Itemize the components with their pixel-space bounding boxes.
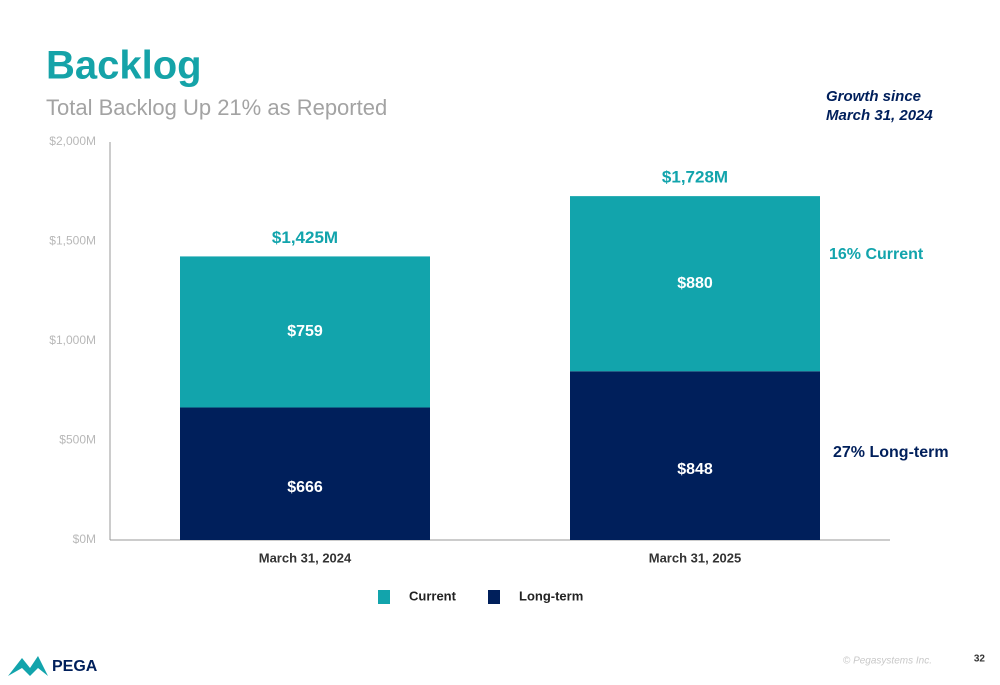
- slide-subtitle: Total Backlog Up 21% as Reported: [46, 95, 387, 120]
- growth-heading: Growth since: [826, 88, 921, 105]
- bar-segment: [570, 371, 820, 540]
- bar-segment: [180, 256, 430, 408]
- y-tick-label: $500M: [59, 433, 96, 447]
- y-tick-label: $1,000M: [49, 333, 96, 347]
- total-label: $1,425M: [272, 228, 338, 247]
- longterm-growth: 27% Long-term: [833, 444, 949, 461]
- logo-mark: [8, 656, 48, 676]
- y-tick-label: $2,000M: [49, 134, 96, 148]
- logo: PEGA: [8, 656, 98, 676]
- total-label: $1,728M: [662, 168, 728, 187]
- slide-title: Backlog: [46, 44, 202, 88]
- value-label: $848: [677, 461, 713, 478]
- legend-label: Current: [409, 588, 457, 603]
- bar-segment: [570, 196, 820, 372]
- x-tick-label: March 31, 2024: [259, 550, 352, 565]
- legend-swatch: [488, 590, 500, 604]
- copyright: © Pegasystems Inc.: [843, 656, 932, 667]
- x-tick-label: March 31, 2025: [649, 550, 742, 565]
- logo-text: PEGA: [52, 658, 98, 675]
- y-tick-label: $1,500M: [49, 234, 96, 248]
- legend-label: Long-term: [519, 588, 583, 603]
- y-tick-label: $0M: [73, 532, 96, 546]
- current-growth: 16% Current: [829, 246, 924, 263]
- value-label: $880: [677, 275, 713, 292]
- legend-swatch: [378, 590, 390, 604]
- value-label: $666: [287, 479, 323, 496]
- page-number: 32: [974, 654, 986, 665]
- value-label: $759: [287, 323, 323, 340]
- growth-heading: March 31, 2024: [826, 107, 933, 124]
- bar-segment: [180, 407, 430, 540]
